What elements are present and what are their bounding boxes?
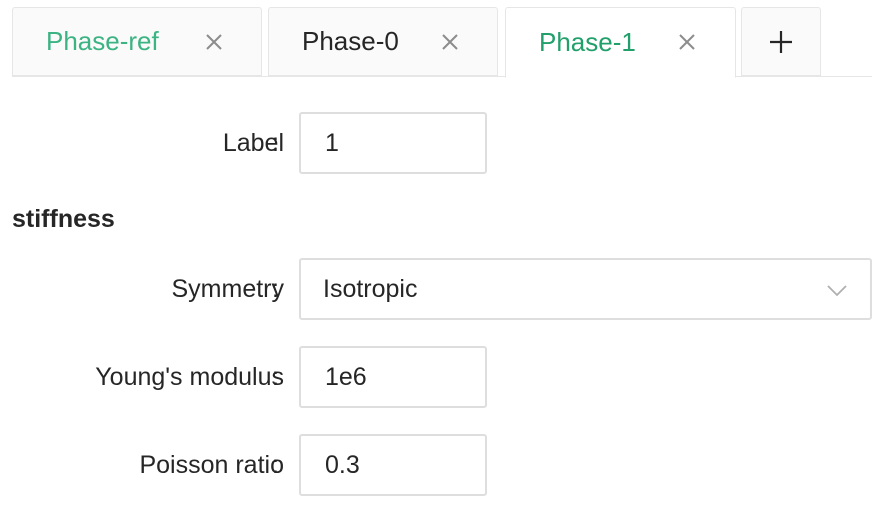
close-icon[interactable]	[674, 29, 700, 55]
label-field-label: Label	[222, 128, 284, 157]
label-input[interactable]	[299, 112, 487, 174]
youngs-modulus-field-colon: :	[272, 362, 279, 391]
poisson-ratio-field-label: Poisson ratio	[139, 450, 284, 479]
youngs-modulus-field-label: Young's modulus	[95, 362, 284, 391]
youngs-modulus-row: Young's modulus :	[0, 346, 884, 408]
symmetry-select-value: Isotropic	[323, 274, 418, 303]
poisson-ratio-field-colon: :	[272, 450, 279, 479]
label-row: Label :	[0, 112, 884, 174]
tab-phase-ref[interactable]: Phase-ref	[12, 7, 262, 76]
poisson-ratio-input[interactable]	[299, 434, 487, 496]
symmetry-select[interactable]: Isotropic	[299, 258, 872, 320]
tab-label: Phase-1	[539, 27, 636, 57]
youngs-modulus-input[interactable]	[299, 346, 487, 408]
close-icon[interactable]	[437, 29, 463, 55]
symmetry-row: Symmetry : Isotropic	[0, 258, 884, 320]
label-field-colon: :	[272, 128, 279, 157]
tab-label: Phase-0	[302, 26, 399, 56]
chevron-down-icon[interactable]	[826, 279, 848, 301]
add-tab-button[interactable]	[741, 7, 821, 76]
plus-icon	[767, 28, 795, 56]
symmetry-field-colon: :	[272, 274, 279, 303]
symmetry-field-label: Symmetry	[171, 274, 285, 303]
close-icon[interactable]	[201, 29, 227, 55]
tab-label: Phase-ref	[46, 26, 159, 56]
section-title-stiffness: stiffness	[12, 205, 115, 233]
tab-phase-0[interactable]: Phase-0	[268, 7, 498, 76]
phase-tabs: Phase-ref Phase-0 Phase-1	[0, 0, 884, 78]
tabs-divider	[12, 76, 872, 77]
tab-phase-1[interactable]: Phase-1	[505, 7, 736, 78]
poisson-ratio-row: Poisson ratio :	[0, 434, 884, 496]
